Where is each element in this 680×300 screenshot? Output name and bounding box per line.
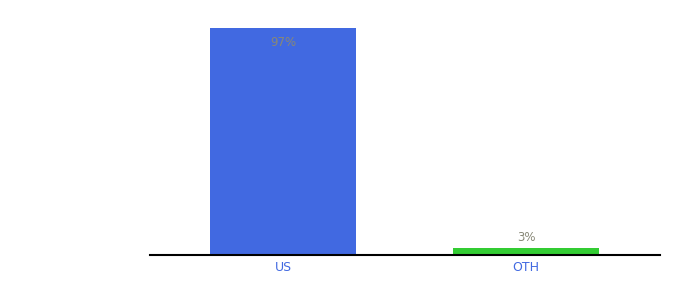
Text: 97%: 97% [270, 36, 296, 49]
Bar [453, 248, 599, 255]
Text: 3%: 3% [517, 232, 535, 244]
Bar [210, 28, 356, 255]
